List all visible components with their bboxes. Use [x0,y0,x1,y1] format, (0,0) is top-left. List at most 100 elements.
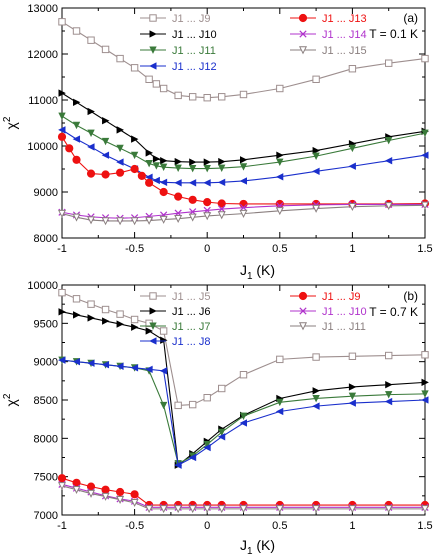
data-point [65,144,74,153]
data-point [421,378,429,387]
data-point [72,135,81,143]
data-point [218,428,226,437]
data-point [275,407,284,416]
series-j1-j10 [58,89,429,166]
data-point [145,75,153,83]
data-point [188,505,197,514]
y-tick-label: 11000 [28,95,58,107]
data-point [159,401,168,410]
data-point [276,151,284,159]
data-point [130,217,139,226]
legend-marker [149,30,157,38]
legend-label: J1 ... J14 [322,29,367,41]
legend-entry: J1 ... J11 [290,321,366,333]
data-point [217,211,226,220]
legend-entry: J1 ... J8 [140,336,211,348]
y-tick-label: 13000 [27,3,58,15]
data-point [420,201,430,210]
data-point [348,203,357,212]
data-point [218,384,226,393]
data-point [116,362,124,370]
y-tick-label: 7000 [34,510,58,522]
data-point [218,164,226,172]
data-point [217,433,226,441]
plot-frame [61,284,426,516]
legend-entry: J1 ... J12 [140,61,217,73]
data-point [421,129,429,137]
data-point [275,173,284,181]
data-point [385,351,393,360]
temperature-annotation: T = 0.7 K [369,305,418,319]
legend-entry: J1 ... J5 [140,291,211,303]
legend-label: J1 ... J10 [322,306,367,318]
data-point [385,136,393,145]
series-line [61,92,426,163]
legend-entry: J1 ... J9 [290,291,361,303]
legend-marker [298,46,308,55]
series-j1-j5 [58,288,429,410]
data-point [275,505,284,514]
data-point [384,505,393,514]
data-point [217,199,226,208]
legend-label: J1 ... J13 [322,13,367,25]
x-axis-title-sub: 1 [247,546,253,555]
series-j1-j15 [57,201,430,226]
data-point [87,359,95,367]
data-point [87,300,95,308]
data-point [159,215,168,224]
data-point [174,164,182,172]
data-point [276,158,284,166]
x-axis-title: J1 (K) [240,262,275,282]
data-point [101,151,110,159]
data-point [116,158,124,166]
data-point [72,213,81,222]
data-point [239,412,248,420]
data-point [72,121,81,130]
data-point [101,485,110,494]
x-tick-label: 0 [204,520,210,532]
legend-entry: J1 ... J6 [140,306,211,318]
y-axis-title-main: χ [3,121,19,129]
data-point [130,164,139,174]
data-point [101,492,110,501]
data-point [239,199,248,209]
data-point [174,192,183,201]
legend-marker [149,322,157,330]
legend-marker [149,62,157,70]
series-j1-j9 [57,474,430,510]
legend-marker [299,30,307,38]
x-axis-title-unit: (K) [253,262,276,278]
data-point [312,394,320,403]
x-tick-label: -0.5 [125,243,144,255]
legend-marker [298,13,308,23]
data-point [239,163,248,171]
data-point [174,401,182,410]
x-tick-label: 0.5 [272,243,287,255]
data-point [312,152,320,160]
data-point [115,168,125,177]
series-j1-j9 [58,18,429,102]
legend-entry: J1 ... J10 [290,306,367,318]
data-point [72,357,81,366]
data-point [73,98,81,106]
data-point [130,315,139,324]
data-point [152,155,161,163]
data-point [218,157,226,166]
data-point [348,65,357,73]
chart-panel-a: -1 -0.5 0 0.5 1 1.5 8000 9000 10000 11000 12000 130… [2,3,433,282]
data-point [188,93,197,101]
data-point [239,371,248,379]
legend-label: J1 ... J11 [322,321,366,333]
data-point [86,169,96,178]
data-point [101,170,110,179]
data-point [130,151,139,160]
data-point [348,144,357,153]
data-point [276,355,284,364]
legend-label: J1 ... J10 [172,29,217,41]
data-point [145,365,153,374]
x-axis-title-unit: (K) [253,537,276,553]
data-point [312,353,320,361]
data-point [421,151,429,159]
legend-entry: J1 ... J10 [140,29,217,41]
